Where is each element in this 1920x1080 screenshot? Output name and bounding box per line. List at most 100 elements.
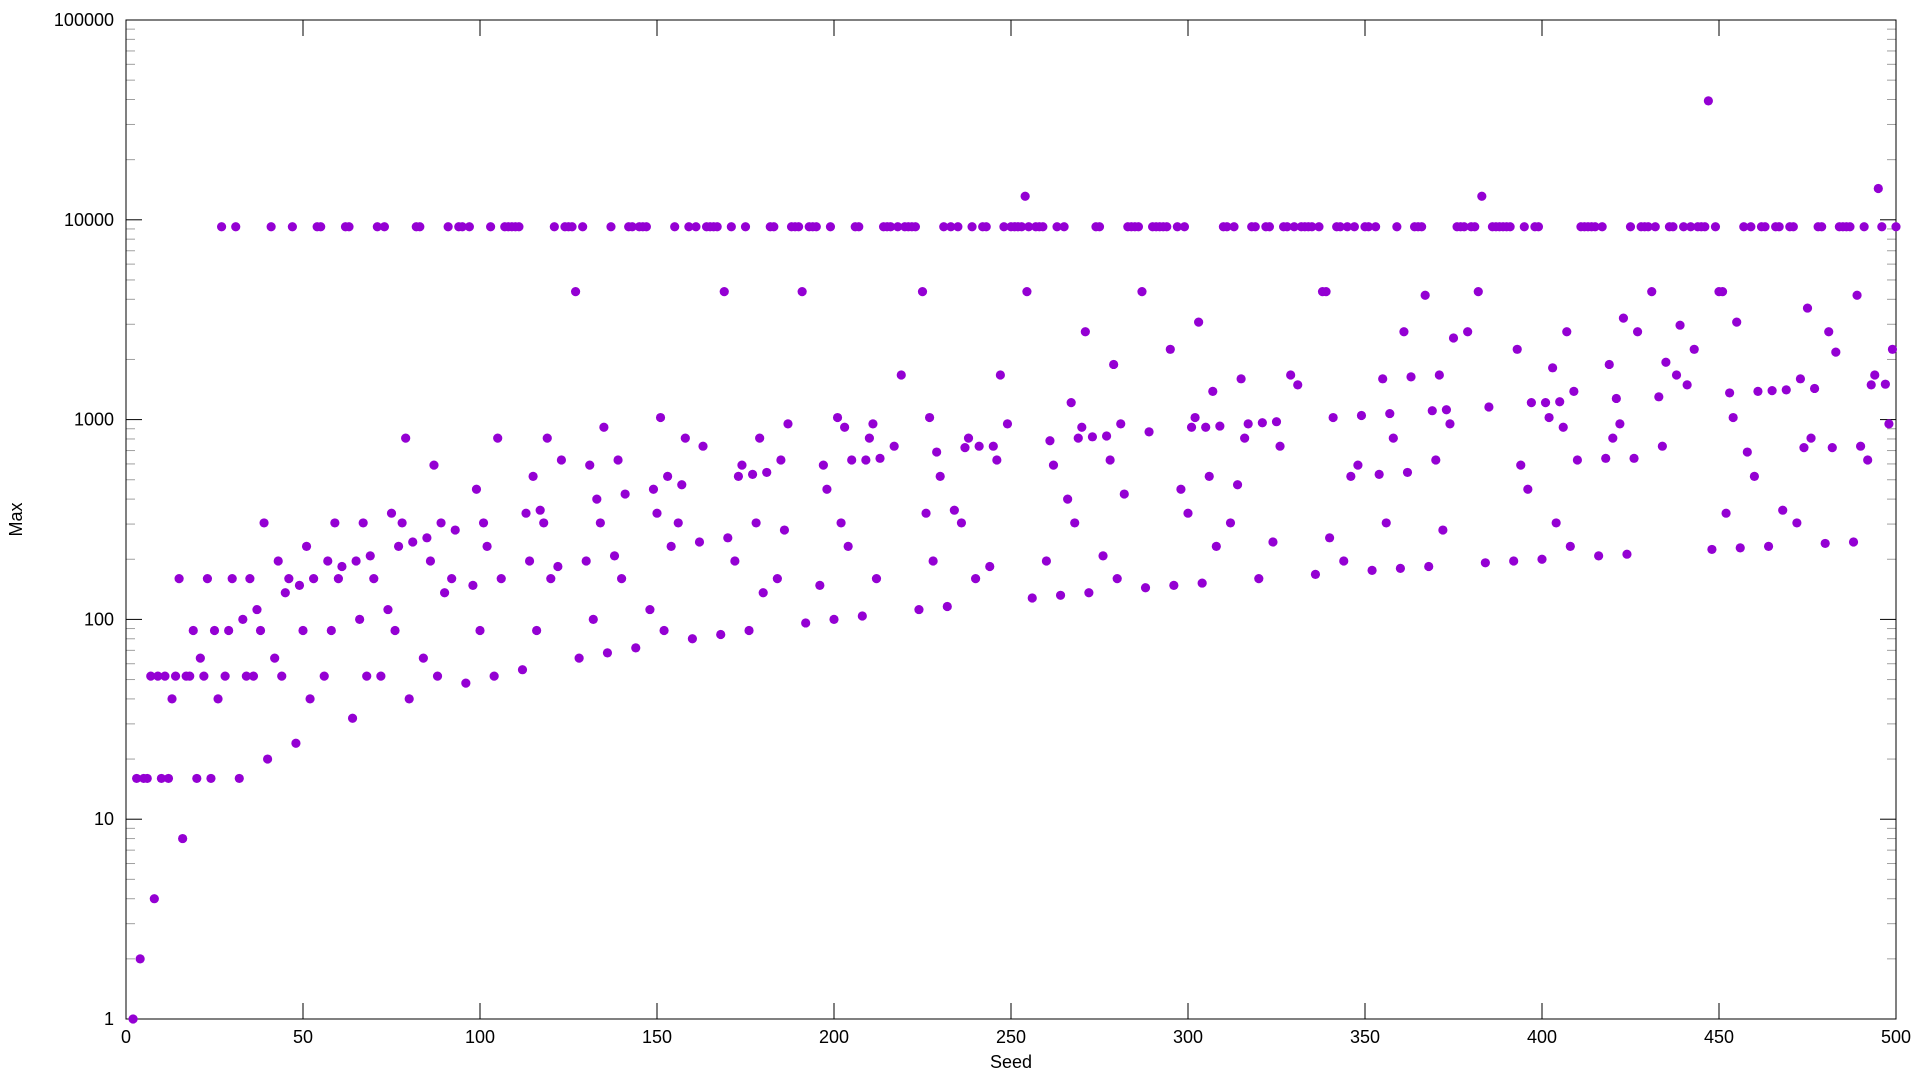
data-point <box>1172 222 1182 232</box>
data-point <box>1017 222 1027 232</box>
data-point <box>1516 460 1526 470</box>
data-point <box>1611 393 1621 404</box>
data-point <box>928 556 938 566</box>
data-point <box>1725 388 1735 398</box>
data-point <box>797 286 807 297</box>
data-point <box>1721 508 1731 518</box>
data-point <box>1335 222 1345 232</box>
data-point <box>1176 484 1186 494</box>
data-point <box>1562 327 1572 337</box>
data-point <box>1831 347 1841 357</box>
data-point <box>1891 222 1901 232</box>
data-point <box>209 625 220 636</box>
data-point <box>712 222 722 232</box>
data-point <box>687 634 698 644</box>
data-point <box>1654 392 1664 402</box>
data-point <box>347 713 358 723</box>
data-point <box>1204 471 1214 481</box>
y-tick-label: 10000 <box>64 210 114 230</box>
data-point <box>585 460 595 470</box>
y-tick-label: 100000 <box>54 10 114 30</box>
data-point <box>1310 569 1321 579</box>
data-point <box>1661 357 1671 367</box>
data-point <box>443 222 453 232</box>
data-point <box>574 653 584 663</box>
data-point <box>344 222 354 232</box>
data-point <box>648 484 659 494</box>
data-point <box>1275 441 1285 451</box>
data-point <box>539 518 549 528</box>
data-point <box>1778 505 1788 515</box>
data-point <box>992 455 1002 465</box>
data-point <box>188 625 198 636</box>
data-point <box>733 471 744 481</box>
data-point <box>1802 303 1813 313</box>
data-points <box>128 96 1901 1024</box>
data-point <box>840 422 850 432</box>
data-point <box>1548 363 1558 373</box>
data-point <box>128 1014 138 1024</box>
data-point <box>358 518 368 528</box>
data-point <box>1041 556 1051 566</box>
data-point <box>960 443 970 453</box>
data-point <box>1866 380 1876 390</box>
data-point <box>875 453 885 463</box>
data-point <box>404 694 414 704</box>
data-point <box>135 954 145 964</box>
data-point <box>985 561 995 572</box>
data-point <box>1045 436 1055 446</box>
data-point <box>588 614 598 625</box>
data-point <box>1608 433 1618 443</box>
data-point <box>942 601 952 612</box>
data-point <box>1470 222 1480 232</box>
data-point <box>1569 386 1579 397</box>
data-point <box>220 671 230 681</box>
data-point <box>1371 222 1381 232</box>
data-point <box>496 574 506 584</box>
data-point <box>319 671 329 681</box>
data-point <box>815 580 825 590</box>
data-point <box>758 588 768 598</box>
data-point <box>298 625 308 636</box>
data-point <box>379 222 390 232</box>
data-point <box>1183 508 1193 518</box>
data-point <box>655 412 666 423</box>
data-point <box>1700 222 1710 232</box>
data-point <box>1321 286 1331 297</box>
data-point <box>461 678 471 688</box>
data-point <box>921 508 931 518</box>
data-point <box>1381 518 1391 528</box>
data-point <box>956 518 967 528</box>
data-point <box>1590 222 1600 232</box>
data-point <box>1378 374 1388 384</box>
data-point <box>1392 222 1402 232</box>
data-point <box>192 773 202 784</box>
data-point <box>1080 327 1090 337</box>
data-point <box>1236 374 1246 384</box>
data-point <box>723 533 733 543</box>
data-point <box>447 574 457 584</box>
data-point <box>132 773 142 784</box>
data-point <box>185 671 195 681</box>
data-point <box>418 653 428 663</box>
data-point <box>1707 544 1717 555</box>
data-point <box>1618 313 1629 323</box>
data-point <box>1232 480 1243 490</box>
data-point <box>284 574 294 584</box>
data-point <box>432 671 443 681</box>
data-point <box>337 561 347 572</box>
data-point <box>570 286 581 297</box>
data-point <box>602 648 613 658</box>
data-point <box>953 222 963 232</box>
data-point <box>967 222 977 232</box>
data-point <box>1512 344 1522 354</box>
data-point <box>1565 541 1575 551</box>
data-point <box>1087 432 1098 442</box>
data-point <box>1133 222 1144 232</box>
data-point <box>1650 222 1660 232</box>
data-point <box>1625 222 1636 232</box>
data-point <box>1066 398 1076 408</box>
x-tick-label: 300 <box>1173 1027 1203 1047</box>
data-point <box>868 419 878 429</box>
